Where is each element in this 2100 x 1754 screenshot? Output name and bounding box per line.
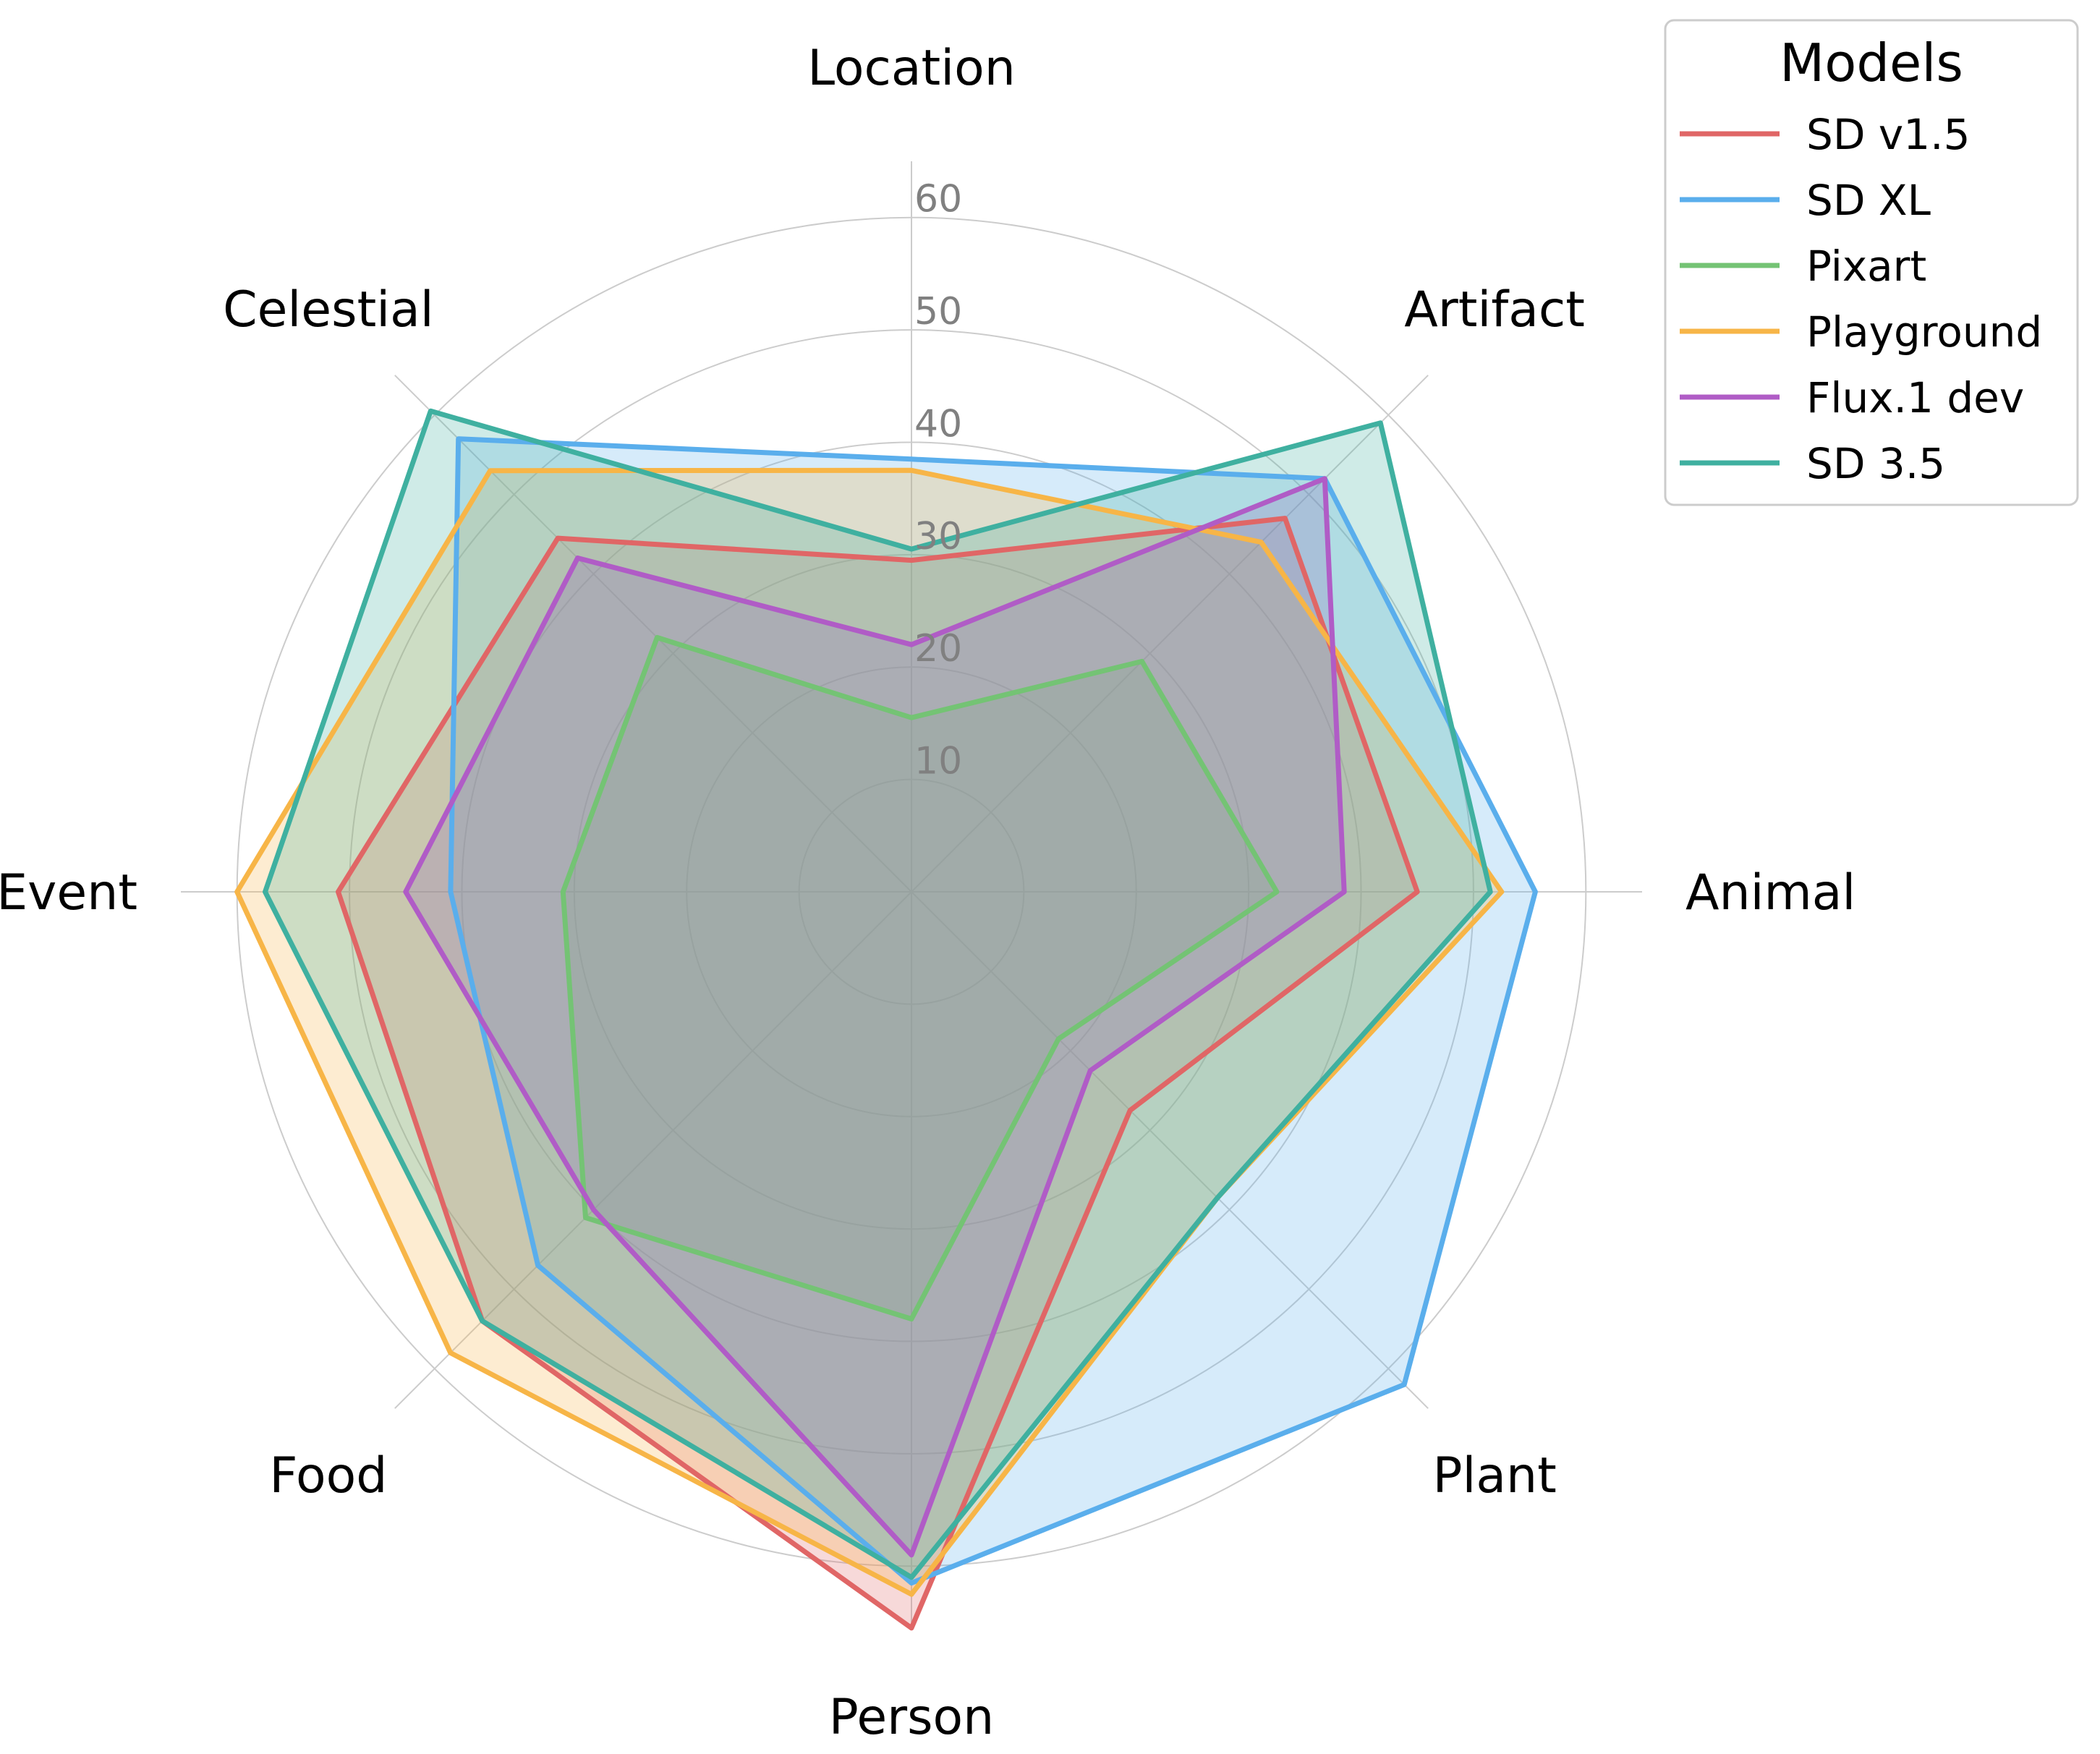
axis-label-person: Person	[829, 1689, 995, 1746]
r-tick-label-10: 10	[914, 740, 962, 783]
axis-label-artifact: Artifact	[1404, 281, 1585, 339]
r-tick-label-40: 40	[914, 402, 962, 446]
legend-label-sd-v1-5: SD v1.5	[1806, 110, 1970, 159]
series-fill-sd-3-5	[265, 411, 1491, 1578]
r-tick-label-20: 20	[914, 627, 962, 670]
r-tick-label-50: 50	[914, 290, 962, 333]
legend-label-playground: Playground	[1806, 307, 2042, 357]
series-line-sd-3-5	[263, 408, 1493, 1580]
legend-label-pixart: Pixart	[1806, 242, 1926, 291]
legend-label-sd-xl: SD XL	[1806, 176, 1931, 225]
axis-label-event: Event	[0, 864, 137, 921]
legend-label-flux-1-dev: Flux.1 dev	[1806, 373, 2024, 422]
r-tick-label-30: 30	[914, 515, 962, 558]
spoke-celestial	[394, 375, 912, 893]
axis-label-celestial: Celestial	[223, 281, 434, 339]
series-line-flux-1-dev	[403, 476, 1347, 1558]
axis-label-animal: Animal	[1685, 864, 1855, 921]
series-lines	[234, 408, 1538, 1631]
legend-frame	[1664, 19, 2079, 506]
legend-items: SD v1.5 SD XL Pixart Playground Flux.1 dev SD…	[1680, 110, 2042, 488]
spoke-artifact	[911, 375, 1429, 893]
series-fill-sd-xl	[450, 438, 1536, 1583]
r-tick-label-60: 60	[914, 178, 962, 221]
spoke-plant	[911, 891, 1429, 1409]
series-line-sd-xl	[448, 436, 1538, 1586]
radial-tick-labels: 10 20 30 40 50 60	[914, 178, 962, 783]
series-fill-pixart	[563, 637, 1277, 1319]
axis-labels: Location Artifact Animal Plant Person Food Eve…	[0, 40, 1855, 1746]
series-fills	[237, 411, 1536, 1628]
series-fill-sd-v1-5	[338, 518, 1418, 1628]
series-line-playground	[234, 467, 1505, 1597]
legend-title: Models	[1780, 33, 1963, 93]
axis-label-plant: Plant	[1432, 1447, 1556, 1504]
series-fill-flux-1-dev	[405, 478, 1345, 1555]
legend-label-sd-3-5: SD 3.5	[1806, 439, 1945, 488]
axis-label-food: Food	[269, 1447, 387, 1504]
axis-label-location: Location	[807, 40, 1016, 97]
legend: Models SD v1.5 SD XL Pixart Playground Flux.…	[1664, 19, 2079, 506]
series-fill-playground	[237, 470, 1502, 1595]
series-line-pixart	[560, 634, 1280, 1321]
